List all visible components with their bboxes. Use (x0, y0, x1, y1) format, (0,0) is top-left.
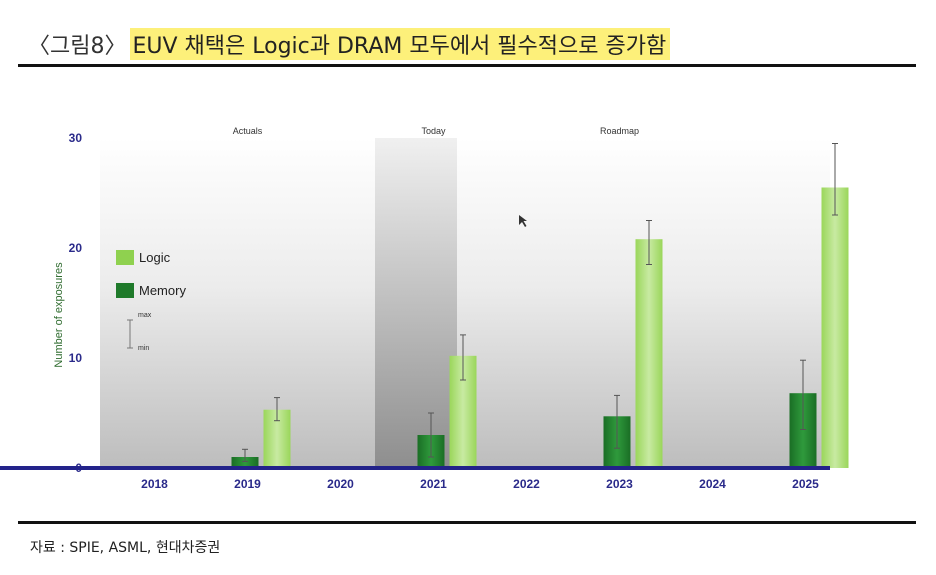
source-note: 자료 : SPIE, ASML, 현대차증권 (30, 540, 221, 556)
figure-header: 〈그림8〉 EUV 채택은 Logic과 DRAM 모두에서 필수적으로 증가함 (28, 26, 671, 62)
x-tick-label: 2019 (234, 477, 261, 491)
legend-errorbar-max: max (138, 312, 152, 319)
logic-bar (635, 239, 663, 468)
y-tick-label: 20 (69, 241, 83, 255)
x-tick-label: 2018 (141, 477, 168, 491)
figure-title: EUV 채택은 Logic과 DRAM 모두에서 필수적으로 증가함 (130, 28, 671, 60)
period-label: Actuals (233, 126, 263, 136)
memory-bar (231, 457, 259, 468)
bottom-divider (18, 521, 916, 524)
top-divider (18, 64, 916, 67)
legend: Logic Memory max min (116, 250, 186, 352)
legend-errorbar-min: min (138, 345, 149, 352)
x-tick-label: 2020 (327, 477, 354, 491)
logic-bar (821, 187, 849, 468)
today-band (375, 138, 457, 468)
period-label: Roadmap (600, 126, 639, 136)
y-tick-label: 30 (69, 131, 83, 145)
x-tick-label: 2021 (420, 477, 447, 491)
y-tick-label: 10 (69, 351, 83, 365)
x-tick-label: 2022 (513, 477, 540, 491)
figure-label: 〈그림8〉 (28, 34, 127, 59)
legend-swatch-logic (116, 250, 134, 265)
cursor-icon (519, 215, 527, 227)
legend-label-logic: Logic (139, 250, 171, 265)
legend-label-memory: Memory (139, 283, 186, 298)
x-tick-label: 2025 (792, 477, 819, 491)
y-axis-label: Number of exposures (53, 262, 65, 368)
x-tick-label: 2023 (606, 477, 633, 491)
period-label: Today (421, 126, 446, 136)
legend-swatch-memory (116, 283, 134, 298)
x-tick-label: 2024 (699, 477, 726, 491)
